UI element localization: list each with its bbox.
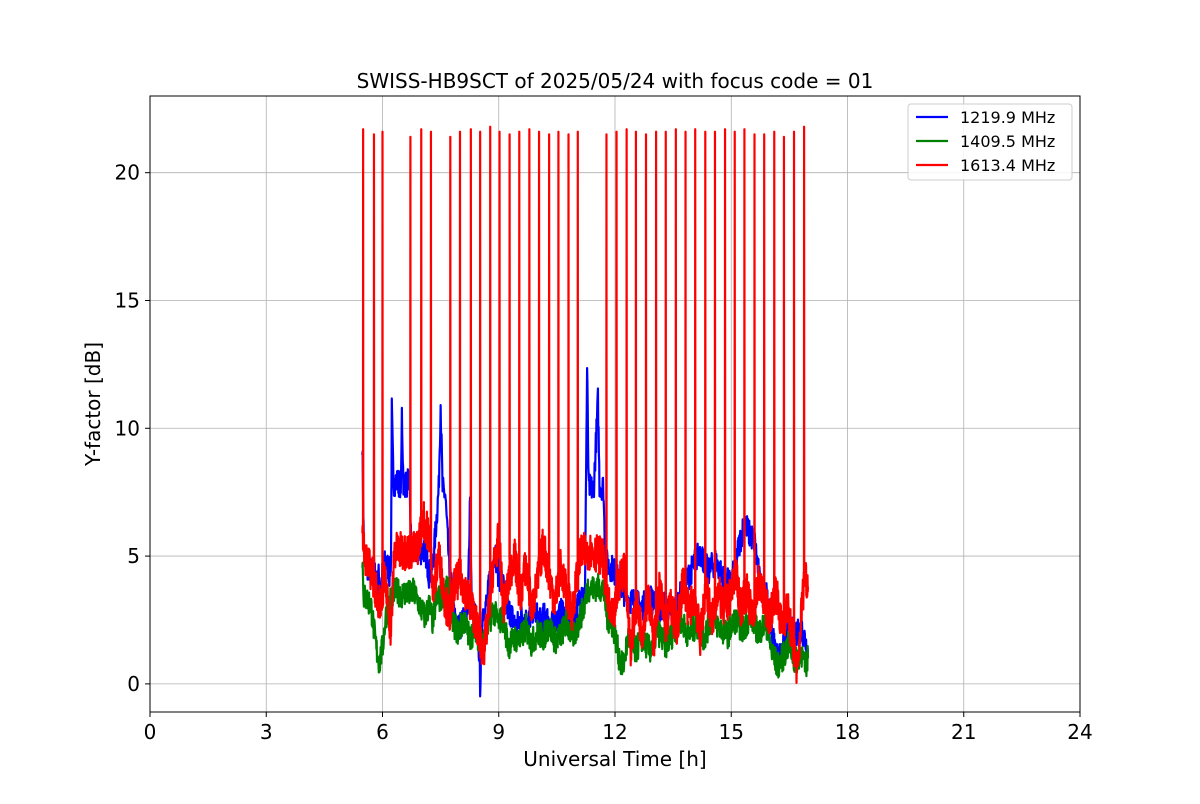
x-tick-label: 24: [1067, 720, 1092, 744]
chart-title: SWISS-HB9SCT of 2025/05/24 with focus co…: [357, 69, 874, 93]
legend-box: [907, 103, 1073, 181]
data-series: [361, 125, 810, 698]
x-tick-label: 12: [602, 720, 627, 744]
legend: 1219.9 MHz 1409.5 MHz 1613.4 MHz: [907, 103, 1073, 181]
series-1409-5-mhz: [361, 561, 810, 679]
x-tick-label: 18: [835, 720, 860, 744]
x-tick-label: 6: [376, 720, 389, 744]
y-axis-label: Y-factor [dB]: [81, 342, 105, 467]
x-tick-label: 15: [719, 720, 744, 744]
x-tick-label: 3: [260, 720, 273, 744]
series-line: [361, 125, 810, 684]
y-tick-label: 15: [115, 288, 140, 312]
series-1613-4-mhz: [361, 125, 810, 684]
x-tick-label: 9: [492, 720, 505, 744]
series-line: [361, 561, 810, 679]
y-tick-label: 0: [127, 672, 140, 696]
legend-label: 1409.5 MHz: [960, 132, 1055, 151]
y-tick-label: 10: [115, 416, 140, 440]
x-axis-label: Universal Time [h]: [523, 747, 706, 771]
x-tick-label: 0: [144, 720, 157, 744]
axis-ticks: 0 3 6 9 12 15 18 21 24 0 5 10 15 20: [115, 161, 1093, 744]
x-tick-label: 21: [951, 720, 976, 744]
legend-label: 1219.9 MHz: [960, 108, 1055, 127]
y-tick-label: 20: [115, 161, 140, 185]
legend-label: 1613.4 MHz: [960, 156, 1055, 175]
y-tick-label: 5: [127, 544, 140, 568]
